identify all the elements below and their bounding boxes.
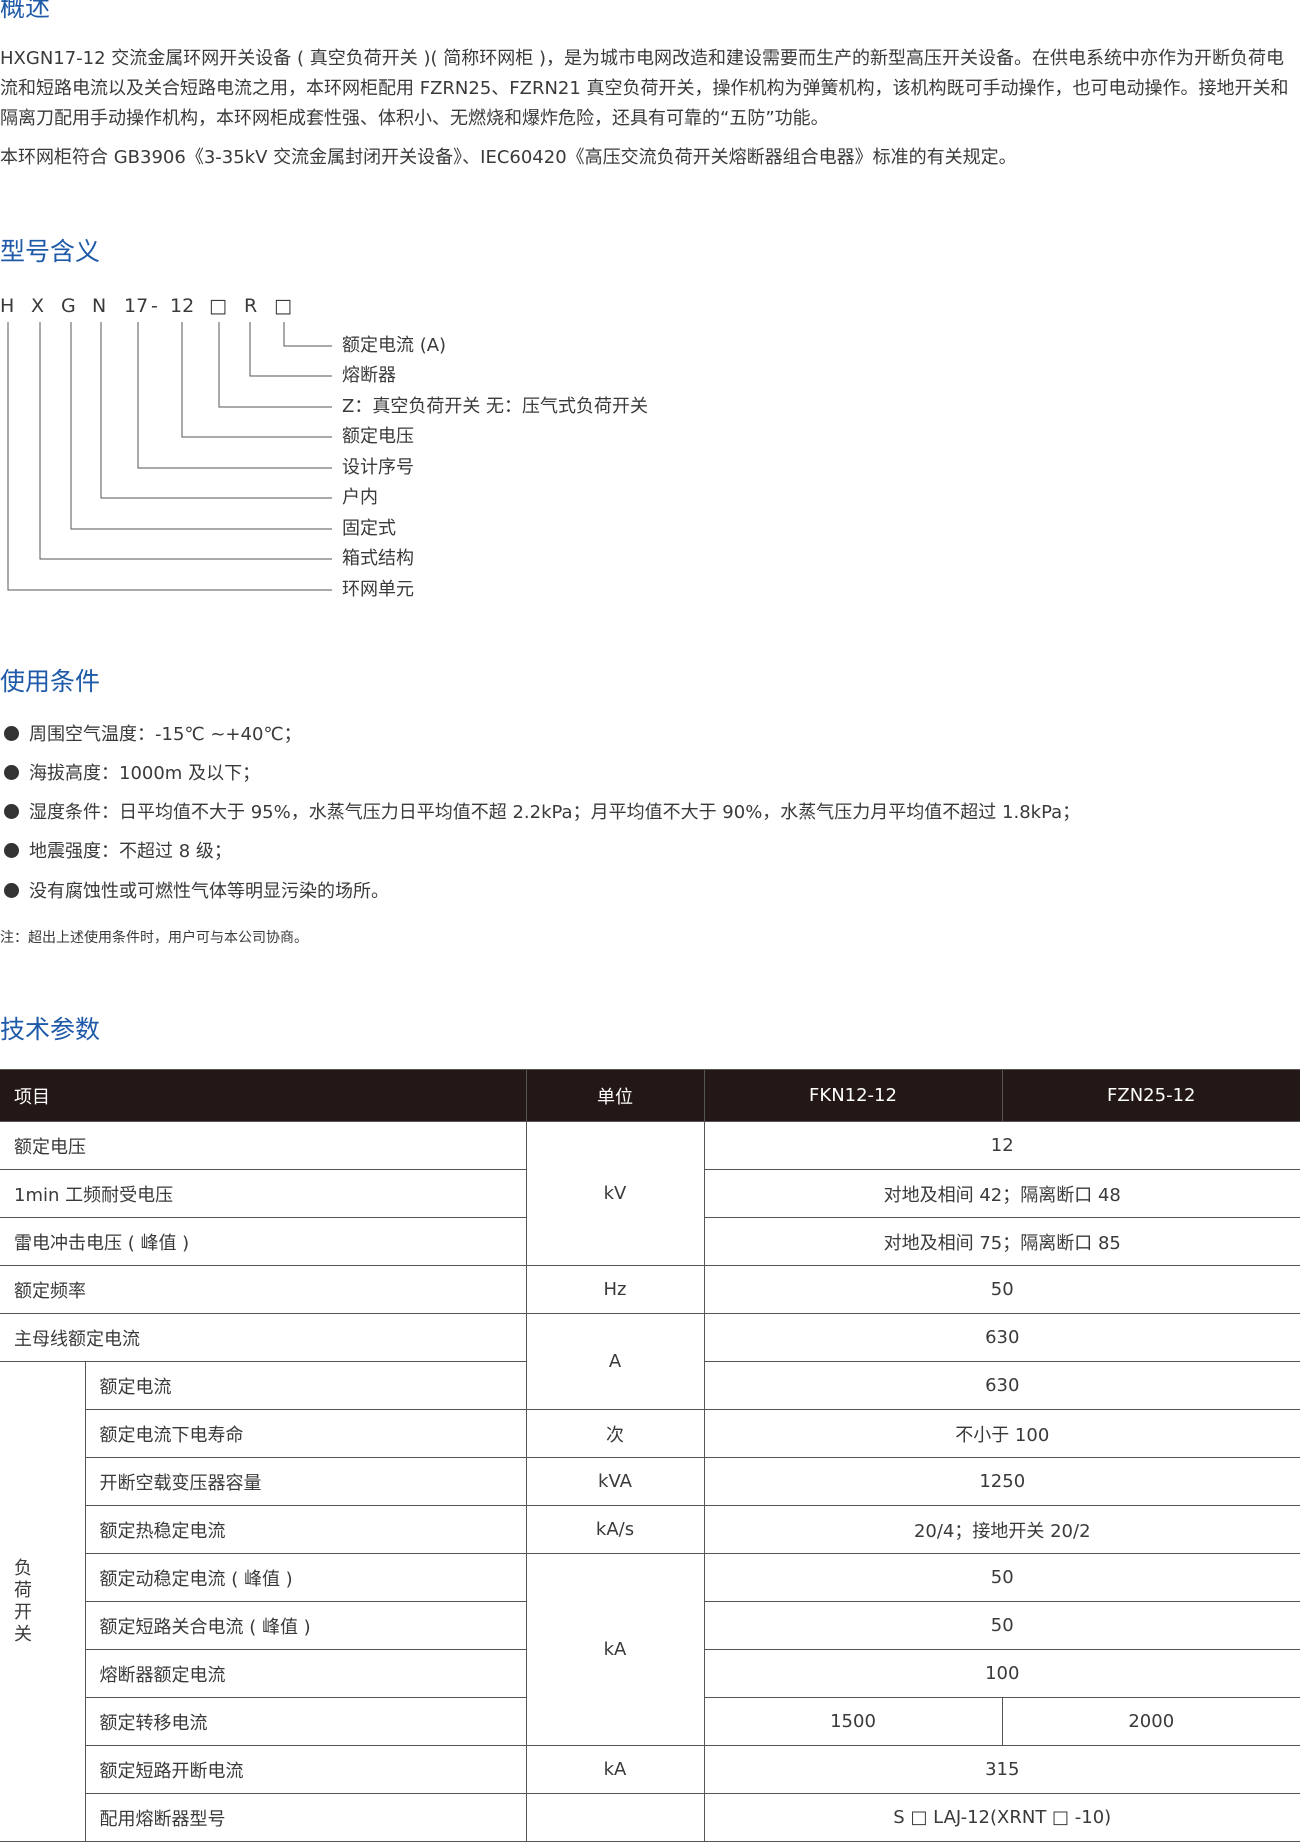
model-label-indoor: 户内 bbox=[342, 487, 378, 508]
unit-cell: Hz bbox=[525, 1265, 705, 1314]
standard-paragraph: 本环网柜符合 GB3906《3-35kV 交流金属封闭开关设备》、IEC6042… bbox=[0, 147, 1017, 168]
unit-cell: A bbox=[525, 1313, 705, 1410]
section-title-overview: 概述 bbox=[0, 0, 51, 22]
intro-paragraph: HXGN17-12 交流金属环网开关设备 ( 真空负荷开关 )( 简称环网柜 )… bbox=[0, 44, 1300, 134]
unit-cell: kV bbox=[525, 1121, 705, 1266]
model-label-ring-unit: 环网单元 bbox=[342, 579, 414, 600]
unit-cell: kA/s bbox=[525, 1505, 705, 1554]
code-part-12: 12 bbox=[170, 295, 195, 317]
unit-cell: kA bbox=[525, 1553, 705, 1746]
model-label-rated-current: 额定电流 (A) bbox=[342, 335, 447, 356]
table-row: 额定转移电流 1500 2000 bbox=[0, 1697, 1300, 1746]
code-part-x: X bbox=[31, 295, 45, 317]
table-row: 额定动稳定电流 ( 峰值 ) kA 50 bbox=[0, 1553, 1300, 1746]
bullet-icon bbox=[4, 883, 19, 898]
model-label-box-structure: 箱式结构 bbox=[342, 548, 414, 569]
unit-cell: 次 bbox=[525, 1409, 705, 1458]
table-row: 额定电流下电寿命 次 不小于 100 bbox=[0, 1409, 1300, 1458]
code-part-r: R bbox=[244, 295, 258, 317]
table-row: 额定热稳定电流 kA/s 20/4；接地开关 20/2 bbox=[0, 1505, 1300, 1554]
table-row: 负荷开关 额定电流 630 bbox=[0, 1361, 1300, 1842]
bullet-icon bbox=[4, 843, 19, 858]
bullet-icon bbox=[4, 765, 19, 780]
section-title-conditions: 使用条件 bbox=[0, 667, 101, 696]
model-connector-lines bbox=[7, 322, 332, 591]
table-row: 配用熔断器型号 S □ LAJ-12(XRNT □ -10) bbox=[0, 1793, 1300, 1842]
header-unit: 单位 bbox=[525, 1069, 705, 1122]
code-part-h: H bbox=[0, 295, 15, 317]
unit-cell: kA bbox=[525, 1745, 705, 1794]
table-row: 熔断器额定电流 100 bbox=[0, 1649, 1300, 1698]
model-code-diagram: H X G N 17 - 12 □ R □ 额定电流 (A) 熔断器 Z：真空负… bbox=[0, 290, 1300, 610]
bullet-icon bbox=[4, 804, 19, 819]
unit-cell: kVA bbox=[525, 1457, 705, 1506]
params-table: 项目 单位 FKN12-12 FZN25-12 额定电压 kV 12 1min … bbox=[0, 1069, 1300, 1842]
table-row: 额定频率 Hz 50 bbox=[0, 1265, 1300, 1314]
model-label-switch-type: Z：真空负荷开关 无：压气式负荷开关 bbox=[342, 396, 649, 417]
header-fkn12: FKN12-12 bbox=[703, 1069, 1003, 1122]
condition-item: 周围空气温度：-15℃ ~+40℃； bbox=[0, 722, 302, 748]
model-label-fuse: 熔断器 bbox=[342, 365, 396, 386]
condition-item: 湿度条件：日平均值不大于 95%，水蒸气压力日平均值不超 2.2kPa；月平均值… bbox=[0, 800, 1080, 826]
table-header-row: 项目 单位 FKN12-12 FZN25-12 bbox=[0, 1069, 1300, 1122]
code-part-g: G bbox=[61, 295, 76, 317]
table-row: 额定电压 kV 12 bbox=[0, 1121, 1300, 1266]
conditions-note: 注：超出上述使用条件时，用户可与本公司协商。 bbox=[0, 930, 308, 946]
code-part-n: N bbox=[92, 295, 107, 317]
table-row: 雷电冲击电压 ( 峰值 ) 对地及相间 75；隔离断口 85 bbox=[0, 1217, 1300, 1266]
table-row: 额定短路开断电流 kA 315 bbox=[0, 1745, 1300, 1794]
model-label-fixed: 固定式 bbox=[342, 518, 396, 539]
table-row: 开断空载变压器容量 kVA 1250 bbox=[0, 1457, 1300, 1506]
model-label-design-serial: 设计序号 bbox=[342, 457, 414, 478]
bullet-icon bbox=[4, 726, 19, 741]
header-item: 项目 bbox=[0, 1069, 527, 1122]
header-fzn25: FZN25-12 bbox=[1001, 1069, 1300, 1122]
intro-text: HXGN17-12 交流金属环网开关设备 ( 真空负荷开关 )( 简称环网柜 )… bbox=[0, 48, 1289, 129]
group-label-load-switch: 负荷开关 bbox=[0, 1361, 86, 1842]
condition-item: 地震强度：不超过 8 级； bbox=[0, 839, 232, 865]
section-title-params: 技术参数 bbox=[0, 1015, 101, 1044]
code-part-17: 17 bbox=[124, 295, 149, 317]
model-label-rated-voltage: 额定电压 bbox=[342, 426, 414, 447]
table-row: 主母线额定电流 A 630 bbox=[0, 1313, 1300, 1410]
condition-item: 海拔高度：1000m 及以下； bbox=[0, 761, 260, 787]
code-part-box1: □ bbox=[209, 295, 227, 317]
code-part-dash: - bbox=[151, 295, 158, 317]
condition-item: 没有腐蚀性或可燃性气体等明显污染的场所。 bbox=[0, 879, 389, 905]
code-part-box2: □ bbox=[274, 295, 292, 317]
section-title-model: 型号含义 bbox=[0, 237, 101, 266]
